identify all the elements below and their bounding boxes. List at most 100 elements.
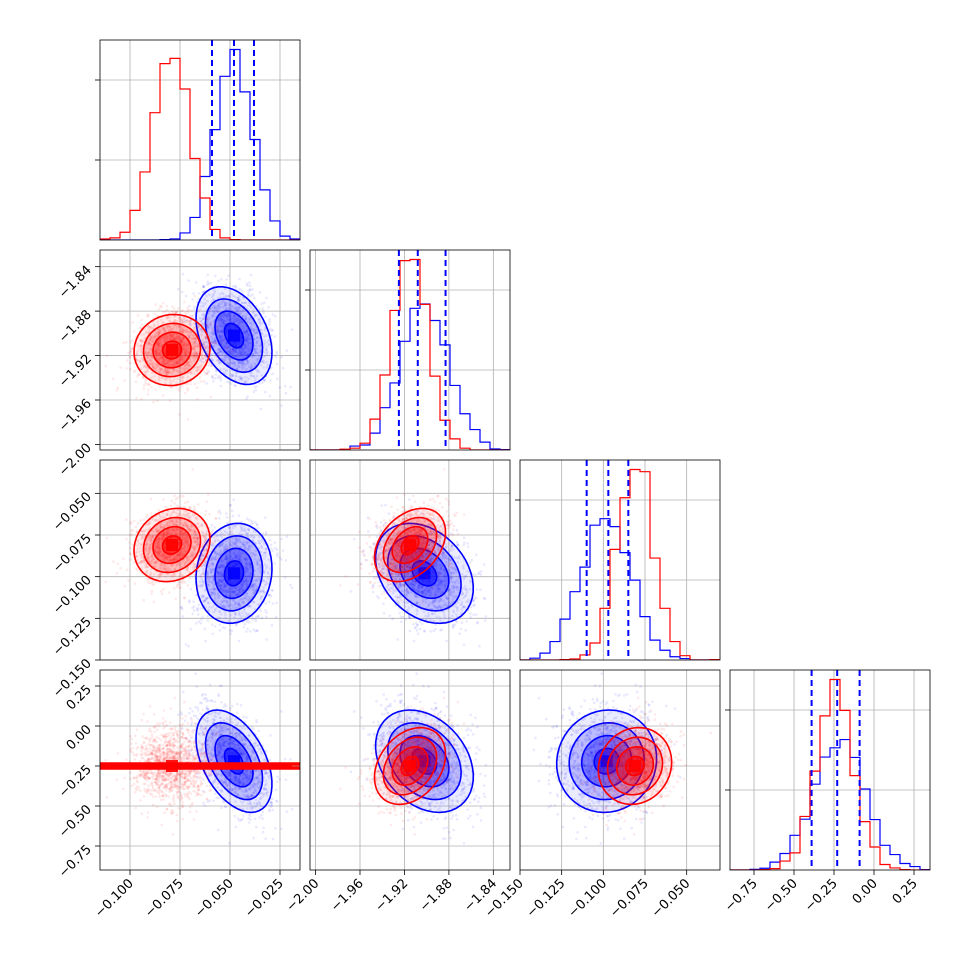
- sample-point: [143, 363, 147, 367]
- sample-point: [153, 374, 157, 378]
- sample-point: [223, 546, 227, 549]
- sample-point: [180, 340, 184, 344]
- sample-point: [213, 339, 216, 343]
- sample-point: [181, 309, 184, 312]
- sample-point: [245, 375, 248, 379]
- sample-point: [153, 335, 156, 339]
- sample-point: [229, 319, 233, 322]
- sample-point: [218, 587, 222, 591]
- sample-point: [247, 348, 251, 352]
- sample-point: [222, 545, 226, 548]
- sample-point: [233, 361, 236, 365]
- sample-point: [191, 356, 195, 359]
- sample-point: [243, 352, 246, 355]
- sample-point: [140, 397, 143, 401]
- sample-point: [179, 338, 183, 341]
- sample-point: [265, 345, 269, 348]
- sample-point: [246, 332, 250, 336]
- sample-point: [254, 549, 258, 552]
- sample-point: [264, 341, 268, 344]
- sample-point: [200, 363, 204, 367]
- sample-point: [223, 565, 226, 568]
- sample-point: [191, 337, 194, 340]
- sample-point: [189, 627, 193, 631]
- sample-point: [221, 299, 225, 303]
- sample-point: [217, 303, 220, 307]
- sample-point: [173, 369, 176, 372]
- sample-point: [214, 274, 217, 278]
- sample-point: [212, 305, 215, 308]
- sample-point: [210, 375, 214, 378]
- sample-point: [245, 584, 249, 587]
- sample-point: [225, 544, 228, 548]
- sample-point: [224, 308, 228, 311]
- sample-point: [249, 306, 253, 309]
- sample-point: [131, 339, 134, 342]
- sample-point: [234, 384, 237, 388]
- sample-point: [203, 353, 207, 357]
- sample-point: [244, 345, 248, 348]
- sample-point: [238, 312, 242, 316]
- sample-point: [158, 353, 162, 356]
- sample-point: [193, 345, 197, 348]
- sample-point: [242, 609, 246, 612]
- sample-point: [231, 349, 235, 352]
- sample-point: [259, 590, 263, 593]
- sample-point: [231, 348, 235, 351]
- sample-point: [224, 557, 228, 561]
- sample-point: [249, 576, 252, 579]
- sample-point: [130, 347, 134, 350]
- sample-point: [205, 372, 208, 375]
- sample-point: [237, 558, 241, 562]
- sample-point: [241, 367, 244, 370]
- sample-point: [237, 584, 240, 588]
- sample-point: [170, 335, 174, 339]
- sample-point: [226, 320, 229, 323]
- sample-point: [115, 572, 119, 575]
- sample-point: [225, 512, 228, 515]
- sample-point: [204, 336, 208, 339]
- sample-point: [169, 333, 172, 337]
- sample-point: [215, 325, 218, 328]
- sample-point: [204, 639, 207, 643]
- sample-point: [223, 605, 227, 608]
- sample-point: [145, 346, 149, 350]
- sample-point: [145, 353, 149, 357]
- sample-point: [195, 586, 199, 590]
- sample-point: [246, 395, 249, 398]
- sample-point: [203, 372, 207, 375]
- sample-point: [128, 546, 132, 550]
- sample-point: [141, 358, 145, 361]
- hist-panel-p1: [305, 249, 511, 451]
- sample-point: [236, 363, 240, 366]
- sample-point: [140, 349, 144, 352]
- sample-point: [186, 348, 189, 351]
- sample-point: [226, 357, 230, 360]
- sample-point: [214, 517, 218, 521]
- sample-point: [236, 296, 240, 300]
- sample-point: [284, 391, 288, 395]
- sample-point: [242, 589, 245, 593]
- sample-point: [173, 320, 176, 323]
- sample-point: [211, 332, 215, 336]
- sample-point: [205, 353, 208, 357]
- sample-point: [211, 328, 215, 331]
- sample-point: [271, 549, 274, 552]
- sample-point: [201, 615, 204, 619]
- sample-point: [162, 498, 165, 501]
- sample-point: [178, 319, 182, 322]
- sample-point: [243, 547, 247, 551]
- sample-point: [213, 587, 217, 591]
- sample-point: [228, 318, 231, 322]
- sample-point: [215, 329, 219, 332]
- sample-point: [270, 366, 273, 369]
- sample-point: [199, 575, 203, 578]
- sample-point: [257, 318, 260, 322]
- sample-point: [249, 564, 252, 567]
- sample-point: [223, 582, 227, 585]
- sample-point: [165, 327, 169, 330]
- sample-point: [218, 348, 222, 352]
- sample-point: [213, 526, 217, 529]
- sample-point: [168, 359, 171, 362]
- sample-point: [224, 599, 227, 603]
